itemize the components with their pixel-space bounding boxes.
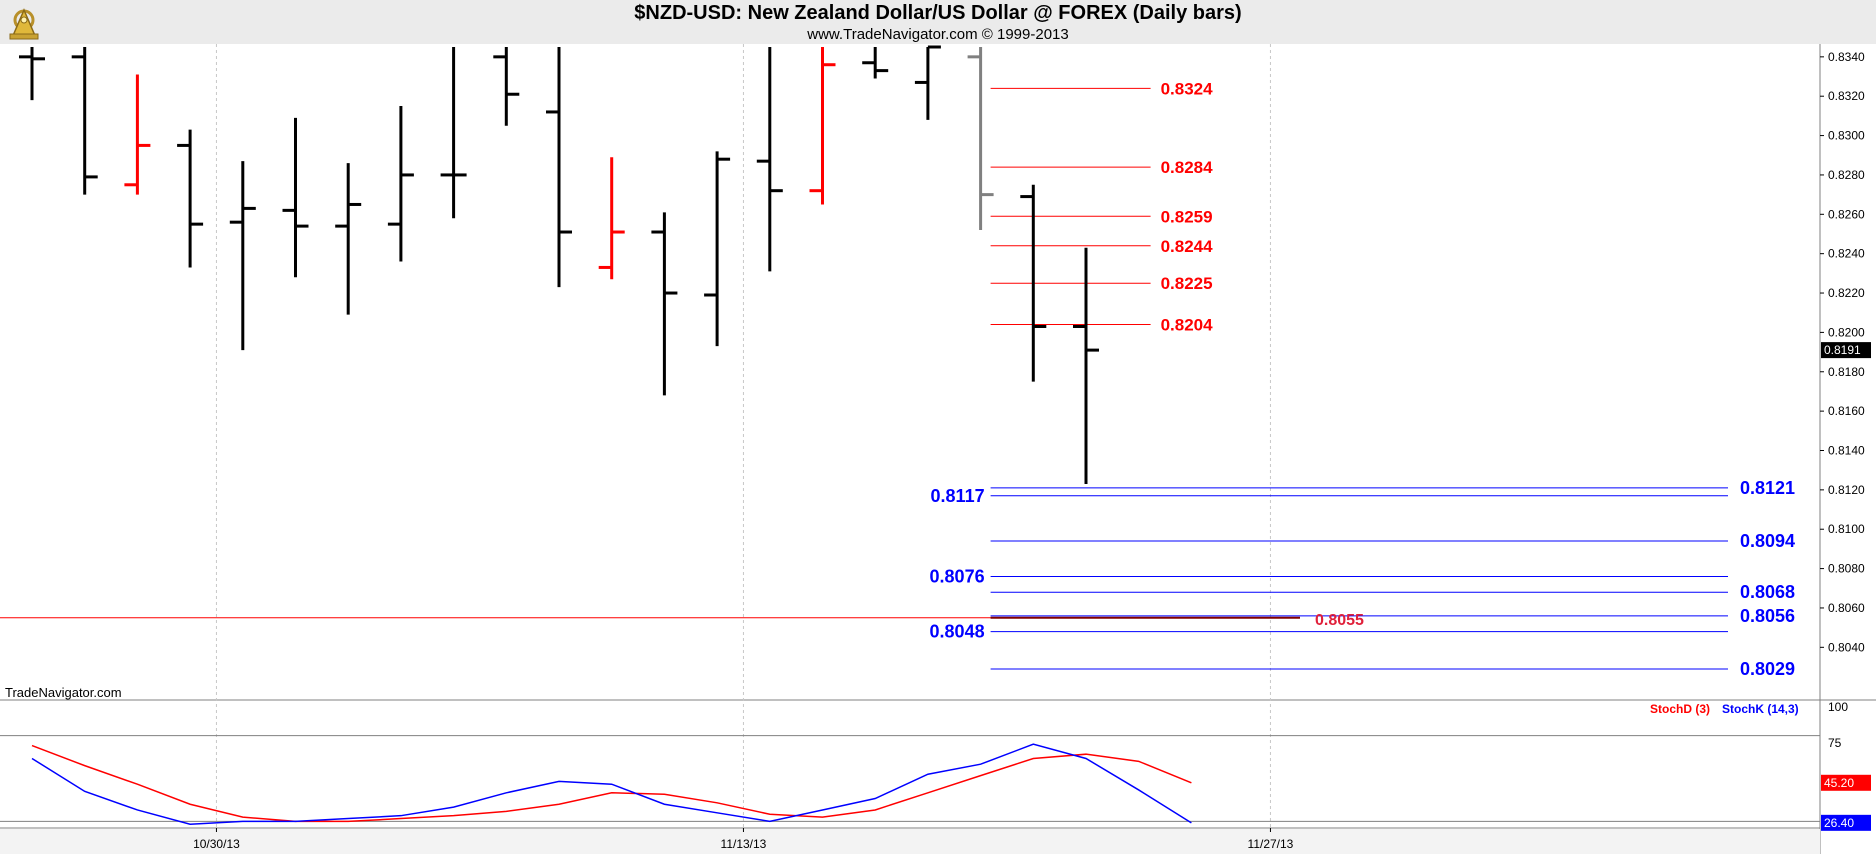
- stoch-tick-label: 100: [1828, 700, 1848, 714]
- date-tick-label: 11/27/13: [1248, 837, 1294, 851]
- price-tick-label: 0.8200: [1828, 325, 1865, 339]
- support-label: 0.8056: [1740, 606, 1795, 626]
- watermark: TradeNavigator.com: [5, 685, 122, 700]
- price-tick-label: 0.8080: [1828, 562, 1865, 576]
- resistance-label: 0.8204: [1161, 316, 1214, 335]
- price-tick-label: 0.8220: [1828, 286, 1865, 300]
- chart-title: $NZD-USD: New Zealand Dollar/US Dollar @…: [634, 2, 1242, 24]
- chart-subtitle: www.TradeNavigator.com © 1999-2013: [807, 26, 1069, 43]
- chart-frame: [0, 44, 1876, 854]
- stoch-k-last-label: 26.40: [1824, 816, 1854, 830]
- stochastic-panel: 75 100 45.20 26.40 StochD (3) StochK (14,3): [0, 700, 1871, 831]
- price-tick-label: 0.8120: [1828, 483, 1865, 497]
- stoch-d-last-label: 45.20: [1824, 776, 1854, 790]
- resistance-label: 0.8324: [1161, 79, 1214, 98]
- resistance-label: 0.8284: [1161, 158, 1214, 177]
- sextant-logo-icon: [9, 8, 39, 40]
- price-tick-label: 0.8180: [1828, 365, 1865, 379]
- price-axis: 0.8040 0.8060 0.8080 0.8100 0.8120 0.8140 0.81…: [1820, 50, 1871, 654]
- price-tick-label: 0.8060: [1828, 601, 1865, 615]
- date-tick-label: 11/13/13: [721, 837, 767, 851]
- support-label: 0.8117: [931, 486, 985, 506]
- chart-grid: [215, 44, 1271, 828]
- price-tick-label: 0.8340: [1828, 50, 1865, 64]
- date-tick-label: 10/30/13: [193, 837, 240, 851]
- stoch-k-last-box: [1821, 814, 1871, 831]
- stoch-k-legend: StochK (14,3): [1722, 702, 1799, 716]
- date-axis: 10/30/13 11/13/13 11/27/13: [193, 828, 1294, 851]
- stoch-d-legend: StochD (3): [1650, 702, 1710, 716]
- fib-levels: 0.8324 0.8284 0.8259 0.8244 0.8225 0.8204 0.81…: [0, 79, 1795, 679]
- stoch-k-line: [31, 743, 1192, 826]
- price-tick-label: 0.8280: [1828, 168, 1865, 182]
- support-label: 0.8048: [930, 622, 985, 642]
- price-bars: [19, 45, 1099, 484]
- support-label: 0.8121: [1740, 478, 1795, 498]
- price-tick-label: 0.8100: [1828, 522, 1865, 536]
- price-tick-label: 0.8140: [1828, 443, 1865, 457]
- support-label: 0.8076: [930, 566, 985, 586]
- stoch-tick-label: 75: [1828, 736, 1842, 750]
- price-tick-label: 0.8040: [1828, 640, 1865, 654]
- stoch-d-line: [31, 744, 1192, 823]
- price-tick-label: 0.8260: [1828, 207, 1865, 221]
- resistance-label: 0.8225: [1161, 274, 1213, 293]
- resistance-label: 0.8259: [1161, 207, 1213, 226]
- price-tick-label: 0.8300: [1828, 129, 1865, 143]
- price-tick-label: 0.8320: [1828, 89, 1865, 103]
- support-label: 0.8029: [1740, 659, 1795, 679]
- last-price-label: 0.8191: [1824, 343, 1861, 357]
- resistance-label: 0.8244: [1161, 237, 1214, 256]
- last-price-box: [1821, 342, 1871, 359]
- price-tick-label: 0.8240: [1828, 247, 1865, 261]
- price-tick-label: 0.8160: [1828, 404, 1865, 418]
- support-label: 0.8068: [1740, 582, 1795, 602]
- support-label: 0.8094: [1740, 531, 1795, 551]
- date-axis-band: [0, 829, 1820, 854]
- chart-header: [0, 0, 1876, 44]
- stoch-d-last-box: [1821, 774, 1871, 791]
- horizontal-line-label: 0.8055: [1315, 612, 1364, 629]
